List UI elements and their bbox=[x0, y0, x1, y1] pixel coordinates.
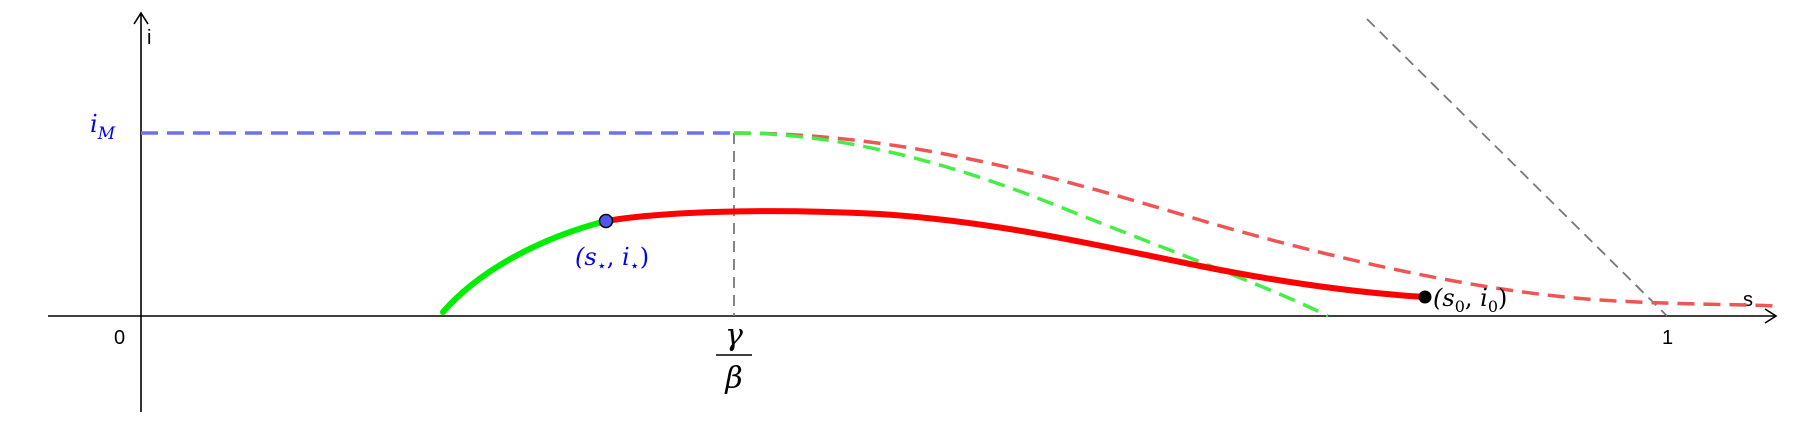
x-tick-one-label: 1 bbox=[1662, 327, 1673, 349]
y-axis-arrowhead bbox=[133, 11, 149, 25]
threshold-fraction-label: γ β bbox=[716, 318, 752, 396]
star-point-s-sub: ⋆ bbox=[597, 256, 607, 275]
initial-point bbox=[1418, 290, 1432, 304]
origin-label: 0 bbox=[114, 327, 125, 349]
i-max-label: iM bbox=[90, 110, 116, 144]
star-point bbox=[598, 213, 614, 229]
threshold-denominator: β bbox=[724, 361, 742, 396]
x-axis-arrowhead bbox=[1764, 308, 1778, 324]
i-max-label-sub: M bbox=[97, 124, 116, 144]
initial-point-comma: , bbox=[1465, 284, 1480, 312]
star-point-i: i bbox=[622, 243, 630, 271]
green-dashed-curve bbox=[733, 131, 1329, 318]
initial-point-i: i bbox=[1480, 284, 1488, 312]
star-point-close: ) bbox=[640, 243, 649, 271]
red-dashed-curve bbox=[733, 131, 1776, 308]
green-solid-curve bbox=[440, 218, 609, 315]
initial-point-s: s bbox=[1442, 284, 1454, 312]
initial-point-s-sub: 0 bbox=[1455, 297, 1465, 316]
initial-point-close: ) bbox=[1498, 284, 1507, 312]
threshold-numerator: γ bbox=[725, 318, 743, 353]
axes bbox=[48, 11, 1778, 412]
star-point-comma: , bbox=[607, 243, 622, 271]
x-axis-label: s bbox=[1743, 289, 1753, 311]
diagonal-dashed-line bbox=[1366, 18, 1668, 317]
i-max-label-i: i bbox=[90, 110, 98, 138]
star-point-s: s bbox=[584, 243, 596, 271]
y-axis-label: i bbox=[147, 27, 151, 49]
star-point-i-sub: ⋆ bbox=[630, 256, 640, 275]
star-point-label: (s⋆, i⋆) bbox=[575, 243, 649, 275]
red-solid-trajectory bbox=[603, 208, 1428, 300]
initial-point-i-sub: 0 bbox=[1488, 297, 1498, 316]
